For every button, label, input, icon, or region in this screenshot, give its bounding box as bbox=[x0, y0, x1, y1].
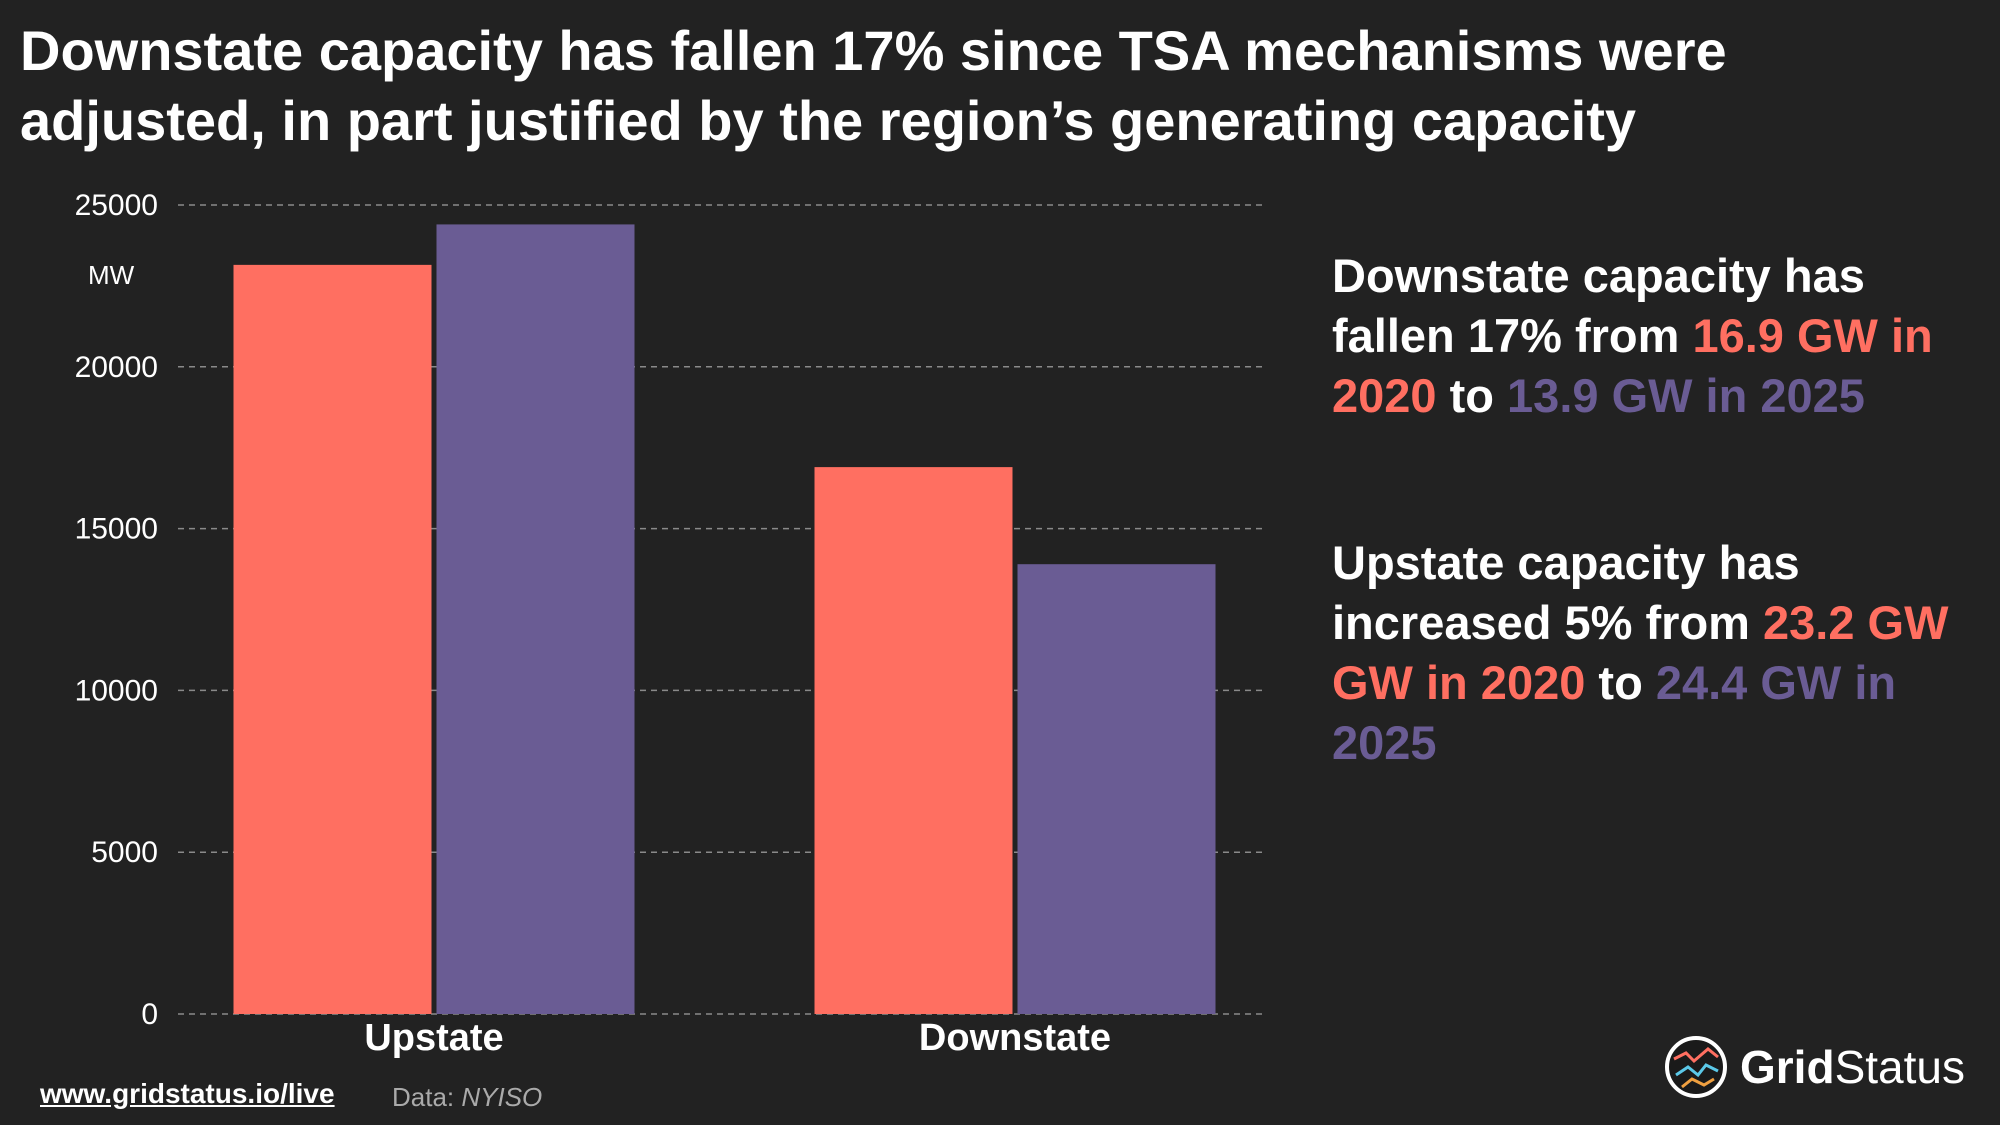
bar-downstate-2025 bbox=[1017, 564, 1216, 1014]
downstate-annotation-text1: Downstate capacity has fallen 17% from bbox=[1332, 249, 1865, 362]
y-tick-label: 15000 bbox=[75, 513, 158, 546]
grid-status-logo: GridStatus bbox=[1664, 1032, 1965, 1102]
x-category-label: Downstate bbox=[919, 1017, 1111, 1059]
bars bbox=[233, 224, 1216, 1015]
y-tick-label: 20000 bbox=[75, 351, 158, 384]
wordmark-bold: Grid bbox=[1740, 1041, 1835, 1093]
downstate-annotation: Downstate capacity has fallen 17% from 1… bbox=[1332, 246, 1972, 426]
grid-status-logo-icon bbox=[1665, 1036, 1727, 1098]
y-tick-label: 5000 bbox=[91, 836, 158, 869]
y-axis-ticks: 0 5000 10000 15000 20000 25000 bbox=[75, 189, 158, 1031]
upstate-annotation-text2: to bbox=[1585, 656, 1656, 709]
y-tick-label: 0 bbox=[141, 998, 158, 1031]
y-tick-label: 10000 bbox=[75, 674, 158, 707]
bar-upstate-2025 bbox=[436, 224, 635, 1014]
upstate-2025-value: 24.4 GW in 2025 bbox=[1332, 656, 1897, 769]
upstate-annotation: Upstate capacity has increased 5% from 2… bbox=[1332, 533, 1972, 773]
upstate-2020-value: 23.2 GW GW in 2020 bbox=[1332, 596, 1949, 709]
grid-status-wordmark: GridStatus bbox=[1740, 1040, 1965, 1094]
downstate-annotation-text2: to bbox=[1436, 369, 1508, 422]
chart-title: Downstate capacity has fallen 17% since … bbox=[20, 19, 1727, 152]
data-source-label: Data: bbox=[392, 1082, 462, 1112]
data-source: Data: NYISO bbox=[392, 1082, 542, 1113]
downstate-2025-value: 13.9 GW in 2025 bbox=[1507, 369, 1865, 422]
upstate-annotation-text1: Upstate capacity has increased 5% from bbox=[1332, 536, 1800, 649]
wordmark-rest: Status bbox=[1834, 1041, 1965, 1093]
y-axis-unit-label: MW bbox=[88, 260, 135, 290]
x-category-label: Upstate bbox=[364, 1017, 503, 1059]
bar-downstate-2020 bbox=[814, 467, 1013, 1015]
data-source-value: NYISO bbox=[461, 1082, 543, 1112]
x-axis-categories: Upstate Downstate bbox=[364, 1017, 1111, 1059]
downstate-2020-value: 16.9 GW in 2020 bbox=[1332, 309, 1933, 422]
bar-upstate-2020 bbox=[233, 264, 432, 1015]
y-tick-label: 25000 bbox=[75, 189, 158, 222]
gridstatus-live-link[interactable]: www.gridstatus.io/live bbox=[40, 1078, 335, 1109]
bar-chart: 0 5000 10000 15000 20000 25000 MW Upstate Down… bbox=[75, 189, 1265, 1059]
